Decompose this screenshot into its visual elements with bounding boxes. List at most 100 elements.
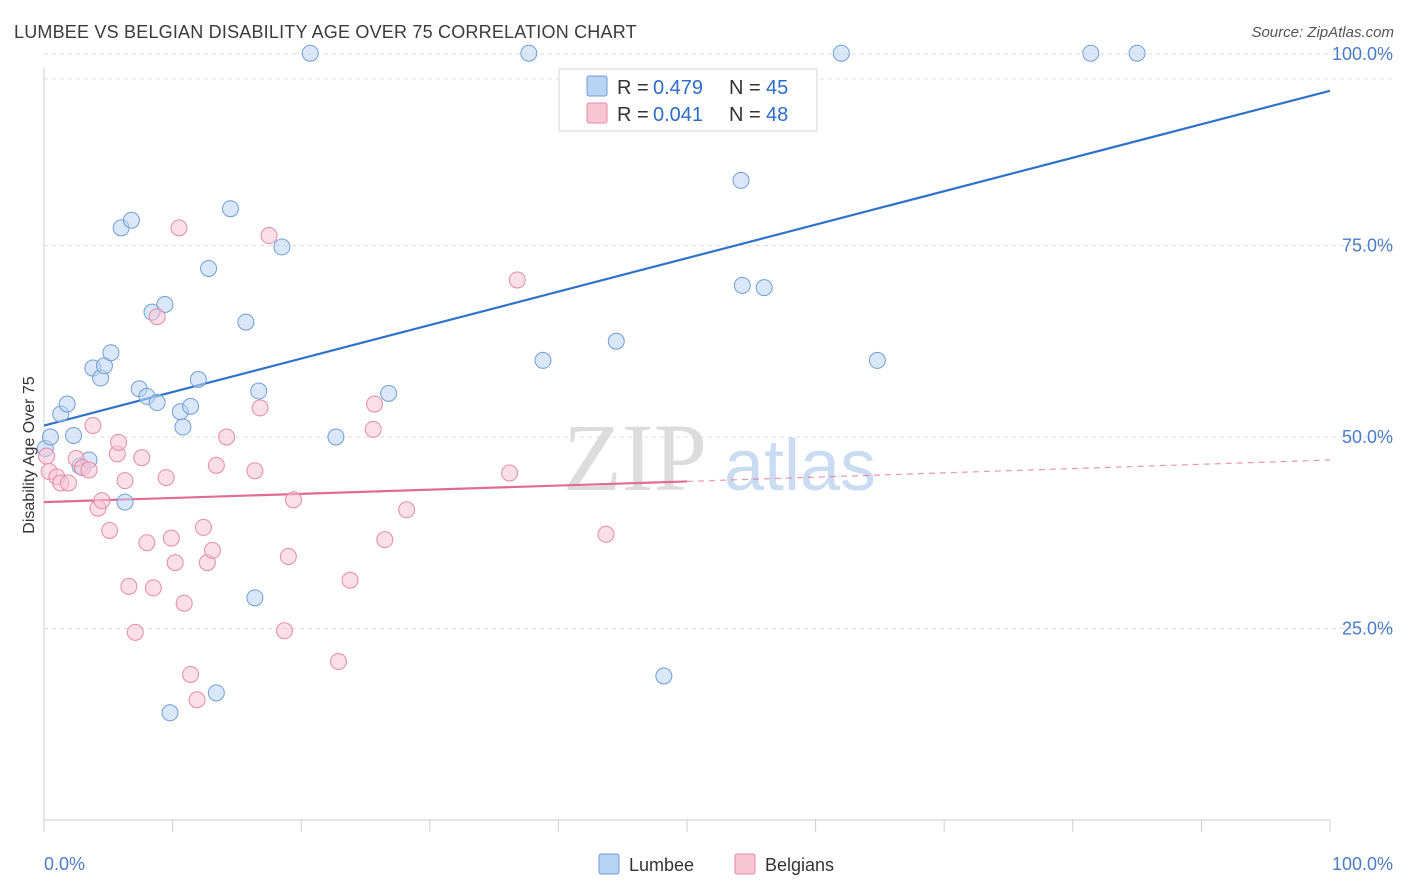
points-layer bbox=[36, 44, 1146, 722]
watermark-zip: ZIP bbox=[563, 404, 707, 511]
point-belgians bbox=[364, 420, 382, 438]
point-lumbee bbox=[58, 395, 76, 413]
series-legend-label-lumbee: Lumbee bbox=[629, 855, 694, 875]
y-tick-label: 50.0% bbox=[1342, 427, 1393, 447]
point-lumbee bbox=[732, 171, 750, 189]
y-tick-label: 25.0% bbox=[1342, 619, 1393, 639]
point-belgians bbox=[194, 518, 212, 536]
legend-n-label-belgians: N = bbox=[729, 104, 761, 126]
point-belgians bbox=[501, 464, 519, 482]
point-lumbee bbox=[832, 44, 850, 62]
y-tick-label: 100.0% bbox=[1332, 44, 1393, 64]
legend-n-value-belgians: 48 bbox=[766, 104, 788, 126]
point-belgians bbox=[366, 395, 384, 413]
point-belgians bbox=[260, 227, 278, 245]
point-lumbee bbox=[221, 200, 239, 218]
point-lumbee bbox=[161, 704, 179, 722]
series-legend-swatch-belgians bbox=[734, 853, 756, 875]
grid-layer: 25.0% 50.0% 75.0% 100.0% bbox=[44, 44, 1393, 639]
chart-title: LUMBEE VS BELGIAN DISABILITY AGE OVER 75… bbox=[14, 22, 637, 42]
legend-r-label-belgians: R = bbox=[617, 104, 649, 126]
legend-swatch-lumbee bbox=[586, 75, 608, 97]
x-tick-label-min: 0.0% bbox=[44, 854, 85, 874]
point-lumbee bbox=[182, 397, 200, 415]
point-belgians bbox=[148, 308, 166, 326]
series-legend-label-belgians: Belgians bbox=[765, 855, 834, 875]
point-belgians bbox=[144, 579, 162, 597]
series-legend-swatch-lumbee bbox=[598, 853, 620, 875]
point-lumbee bbox=[65, 426, 83, 444]
point-belgians bbox=[284, 491, 302, 509]
point-lumbee bbox=[116, 493, 134, 511]
point-belgians bbox=[398, 501, 416, 519]
legend-r-label-lumbee: R = bbox=[617, 77, 649, 99]
point-belgians bbox=[207, 456, 225, 474]
point-lumbee bbox=[207, 684, 225, 702]
point-belgians bbox=[110, 433, 128, 451]
point-lumbee bbox=[733, 276, 751, 294]
point-lumbee bbox=[868, 351, 886, 369]
point-lumbee bbox=[327, 428, 345, 446]
legend-swatch-belgians bbox=[586, 102, 608, 124]
point-belgians bbox=[93, 492, 111, 510]
point-belgians bbox=[175, 594, 193, 612]
point-belgians bbox=[138, 534, 156, 552]
point-belgians bbox=[246, 462, 264, 480]
trend-layer bbox=[43, 89, 1331, 504]
point-belgians bbox=[182, 665, 200, 683]
point-belgians bbox=[157, 469, 175, 487]
point-lumbee bbox=[1082, 44, 1100, 62]
point-belgians bbox=[166, 554, 184, 572]
point-lumbee bbox=[174, 418, 192, 436]
point-belgians bbox=[133, 449, 151, 467]
point-lumbee bbox=[102, 344, 120, 362]
point-lumbee bbox=[246, 589, 264, 607]
point-belgians bbox=[188, 691, 206, 709]
point-lumbee bbox=[200, 259, 218, 277]
point-lumbee bbox=[122, 211, 140, 229]
chart-source: Source: ZipAtlas.com bbox=[1251, 24, 1394, 41]
legend-n-label-lumbee: N = bbox=[729, 77, 761, 99]
point-belgians bbox=[120, 577, 138, 595]
point-lumbee bbox=[380, 384, 398, 402]
legend-r-value-belgians: 0.041 bbox=[653, 104, 703, 126]
point-belgians bbox=[508, 271, 526, 289]
point-lumbee bbox=[237, 313, 255, 331]
y-tick-label: 75.0% bbox=[1342, 236, 1393, 256]
point-lumbee bbox=[655, 667, 673, 685]
point-belgians bbox=[84, 417, 102, 435]
point-lumbee bbox=[755, 279, 773, 297]
point-lumbee bbox=[534, 351, 552, 369]
point-belgians bbox=[597, 525, 615, 543]
point-belgians bbox=[126, 623, 144, 641]
point-belgians bbox=[116, 472, 134, 490]
watermark: ZIP atlas bbox=[563, 404, 876, 511]
legend-n-value-lumbee: 45 bbox=[766, 77, 788, 99]
point-belgians bbox=[170, 219, 188, 237]
point-belgians bbox=[251, 399, 269, 417]
point-lumbee bbox=[520, 44, 538, 62]
watermark-atlas: atlas bbox=[724, 426, 876, 506]
trend-line-lumbee bbox=[43, 89, 1331, 427]
point-belgians bbox=[329, 652, 347, 670]
point-lumbee bbox=[250, 382, 268, 400]
point-belgians bbox=[38, 447, 56, 465]
point-belgians bbox=[101, 521, 119, 539]
legend-r-value-lumbee: 0.479 bbox=[653, 77, 703, 99]
point-belgians bbox=[203, 541, 221, 559]
point-belgians bbox=[341, 571, 359, 589]
point-belgians bbox=[59, 474, 77, 492]
point-lumbee bbox=[607, 332, 625, 350]
point-belgians bbox=[218, 428, 236, 446]
point-belgians bbox=[275, 622, 293, 640]
trend-line-extension-belgians bbox=[686, 459, 1331, 483]
point-lumbee bbox=[41, 428, 59, 446]
point-lumbee bbox=[156, 295, 174, 313]
point-belgians bbox=[80, 461, 98, 479]
point-lumbee bbox=[148, 394, 166, 412]
point-lumbee bbox=[273, 238, 291, 256]
point-belgians bbox=[279, 547, 297, 565]
point-belgians bbox=[162, 529, 180, 547]
series-legend: Lumbee Belgians bbox=[598, 853, 834, 875]
